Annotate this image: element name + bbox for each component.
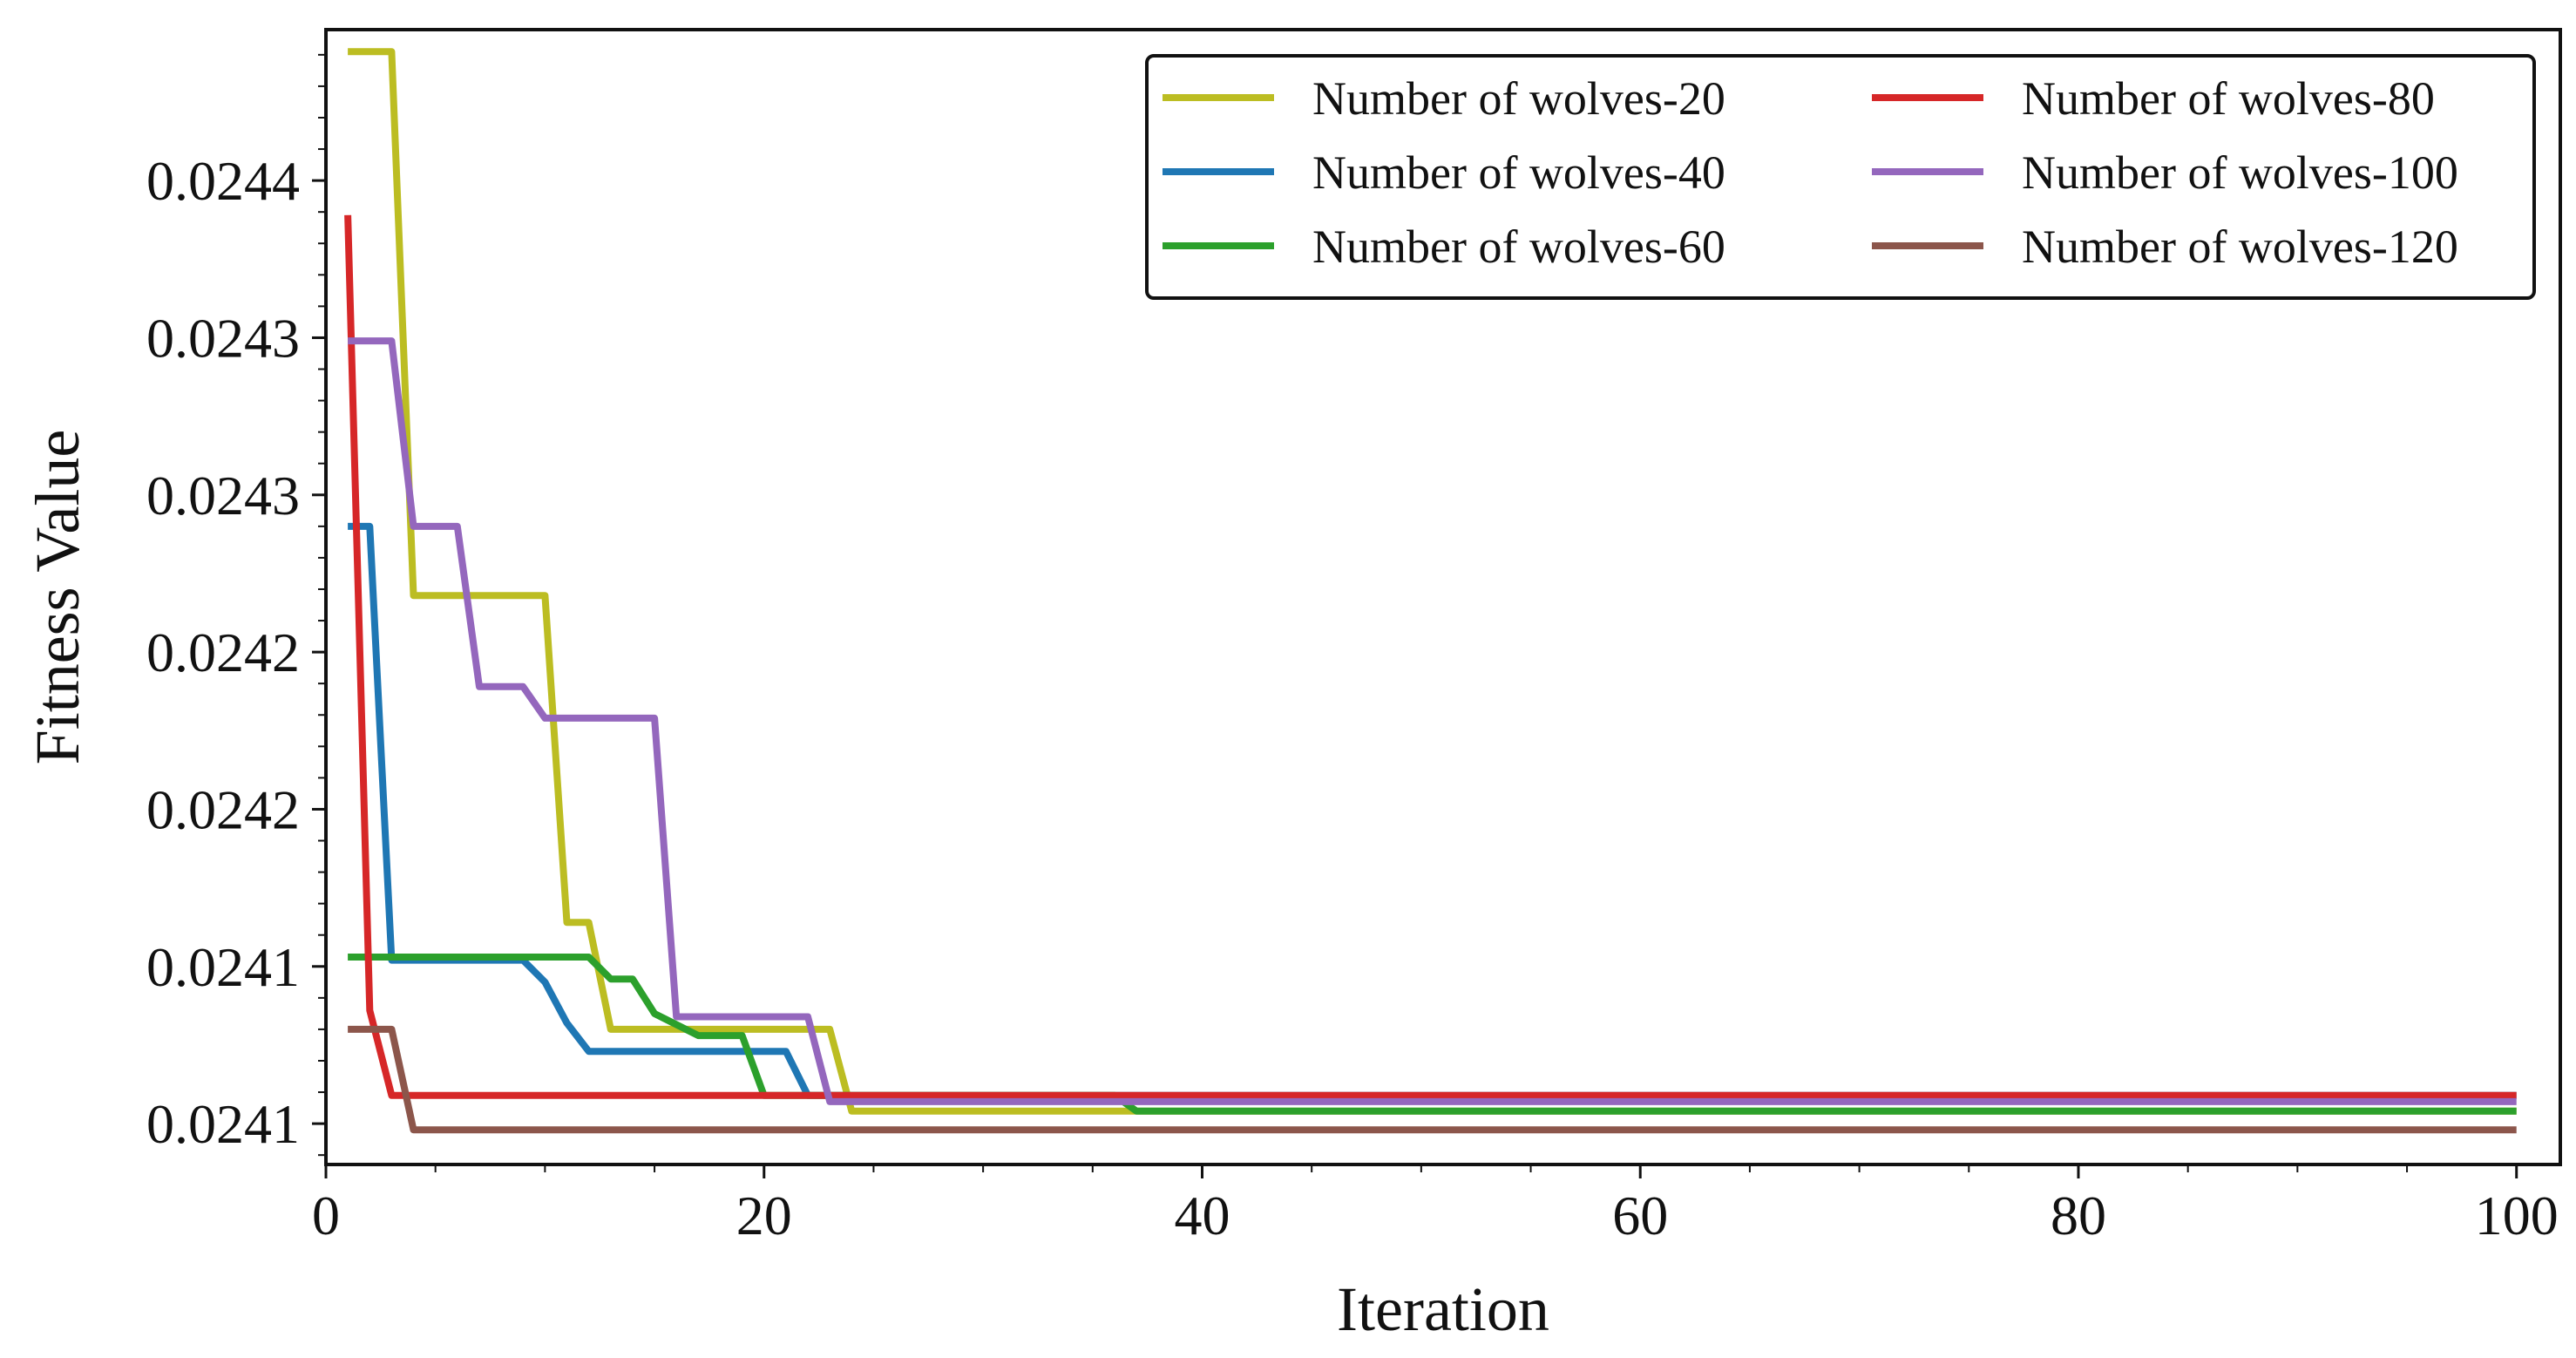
y-tick-label: 0.0244 — [146, 150, 300, 212]
series-layer — [344, 48, 2517, 1134]
y-tick-label: 0.0241 — [146, 1093, 300, 1155]
legend-label: Number of wolves-80 — [2022, 72, 2435, 125]
x-tick-label: 80 — [2051, 1185, 2106, 1246]
y-tick-label: 0.0243 — [146, 307, 300, 369]
x-tick-label: 40 — [1174, 1185, 1230, 1246]
series-line-5 — [348, 337, 2517, 1105]
legend-box — [1145, 54, 2536, 300]
x-tick-label: 20 — [736, 1185, 792, 1246]
x-axis-title: Iteration — [1337, 1274, 1549, 1344]
y-tick-label: 0.0242 — [146, 621, 300, 683]
x-tick-label: 60 — [1612, 1185, 1668, 1246]
legend-label: Number of wolves-100 — [2022, 146, 2458, 199]
series-line-6 — [348, 1025, 2517, 1134]
x-tick-label: 100 — [2475, 1185, 2559, 1246]
series-line-4 — [344, 214, 2517, 1099]
legend-label: Number of wolves-120 — [2022, 221, 2458, 273]
x-tick-label: 0 — [312, 1185, 340, 1246]
y-tick-label: 0.0242 — [146, 778, 300, 840]
legend-label: Number of wolves-20 — [1312, 72, 1725, 125]
series-line-2 — [348, 522, 2517, 1099]
plot-frame — [324, 28, 2562, 1166]
legend-label: Number of wolves-40 — [1312, 146, 1725, 199]
legend: Number of wolves-20 Number of wolves-40 Nu… — [1145, 54, 2536, 300]
y-axis-title: Fitness Value — [23, 430, 92, 765]
legend-label: Number of wolves-60 — [1312, 221, 1725, 273]
y-tick-label: 0.0243 — [146, 465, 300, 526]
ticks-layer: 0 20 40 60 80 100 0.0241 0.0241 0.0242 0.0242 0.02… — [146, 53, 2559, 1246]
y-tick-label: 0.0241 — [146, 936, 300, 998]
